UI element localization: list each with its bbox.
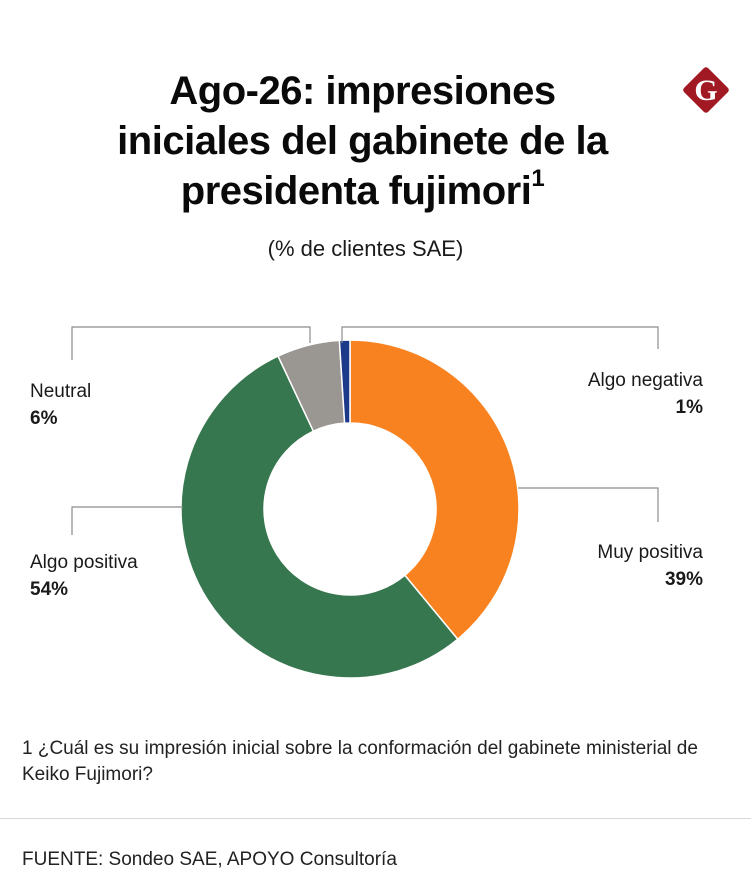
brand-logo: G xyxy=(683,67,729,113)
label-muy-positiva: Muy positiva xyxy=(597,542,703,563)
slice-muy-positiva xyxy=(349,339,520,641)
divider xyxy=(0,818,751,819)
leader-line xyxy=(518,487,659,522)
slice-algo-positiva xyxy=(180,355,459,679)
label-algo-negativa: Algo negativa xyxy=(588,370,704,391)
value-algo-positiva: 54% xyxy=(30,579,68,600)
slice-labels: Muy positiva 39% Algo positiva 54% Neutral 6%… xyxy=(30,370,703,600)
title-footnote-marker: 1 xyxy=(531,164,545,192)
leader-line xyxy=(71,326,311,360)
leader-line xyxy=(71,506,183,535)
source-note: FUENTE: Sondeo SAE, APOYO Consultoría xyxy=(22,849,397,870)
chart-title: Ago-26: impresiones iniciales del gabine… xyxy=(90,66,635,216)
chart-title-text: Ago-26: impresiones iniciales del gabine… xyxy=(117,69,608,213)
footnote: 1 ¿Cuál es su impresión inicial sobre la… xyxy=(22,738,698,785)
donut-slices xyxy=(180,339,520,679)
leader-lines xyxy=(71,326,659,535)
leader-line xyxy=(341,326,659,349)
chart-subtitle: (% de clientes SAE) xyxy=(267,236,464,261)
label-algo-positiva: Algo positiva xyxy=(30,552,138,573)
label-neutral: Neutral xyxy=(30,381,91,402)
logo-diamond-shape xyxy=(683,67,729,113)
value-muy-positiva: 39% xyxy=(665,569,703,590)
logo-letter: G xyxy=(694,74,717,107)
slice-algo-negativa xyxy=(338,339,351,424)
value-neutral: 6% xyxy=(30,408,58,429)
value-algo-negativa: 1% xyxy=(676,397,704,418)
